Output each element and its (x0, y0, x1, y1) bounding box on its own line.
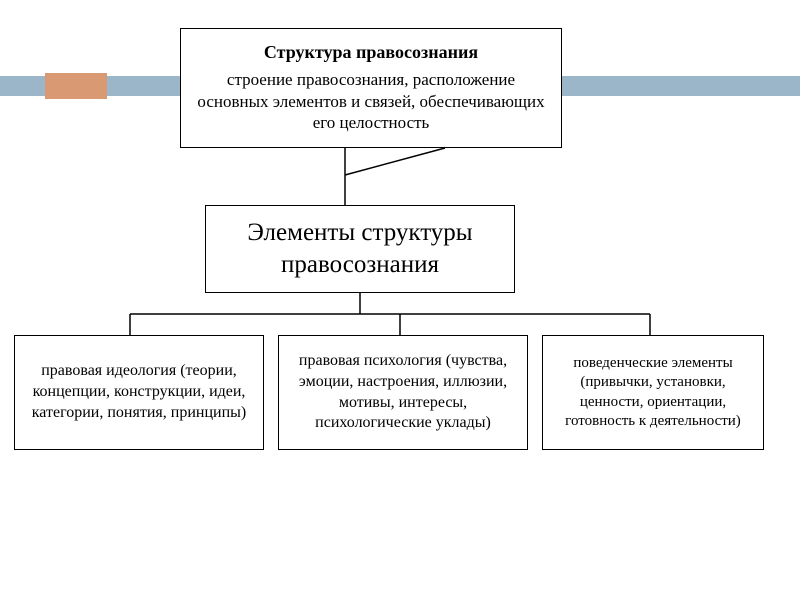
node-top-title: Структура правосознания (264, 42, 478, 63)
node-top: Структура правосознания строение правосо… (180, 28, 562, 148)
node-right: поведенческие элементы (привычки, устано… (542, 335, 764, 450)
node-right-text1: поведенческие элементы (привычки, устано… (553, 354, 753, 412)
node-top-subtitle: строение правосознания, расположение осн… (191, 69, 551, 134)
node-center: правовая психология (чувства, эмоции, на… (278, 335, 528, 450)
node-mid-text: Элементы структуры правосознания (216, 217, 504, 282)
band-right-segment (562, 76, 800, 96)
node-left-text: правовая идеология (теории, концепции, к… (25, 361, 253, 423)
accent-block (45, 73, 107, 99)
node-center-text: правовая психология (чувства, эмоции, на… (289, 351, 517, 434)
node-right-text2: готовность к деятельности) (565, 412, 741, 431)
node-left: правовая идеология (теории, концепции, к… (14, 335, 264, 450)
node-mid: Элементы структуры правосознания (205, 205, 515, 293)
